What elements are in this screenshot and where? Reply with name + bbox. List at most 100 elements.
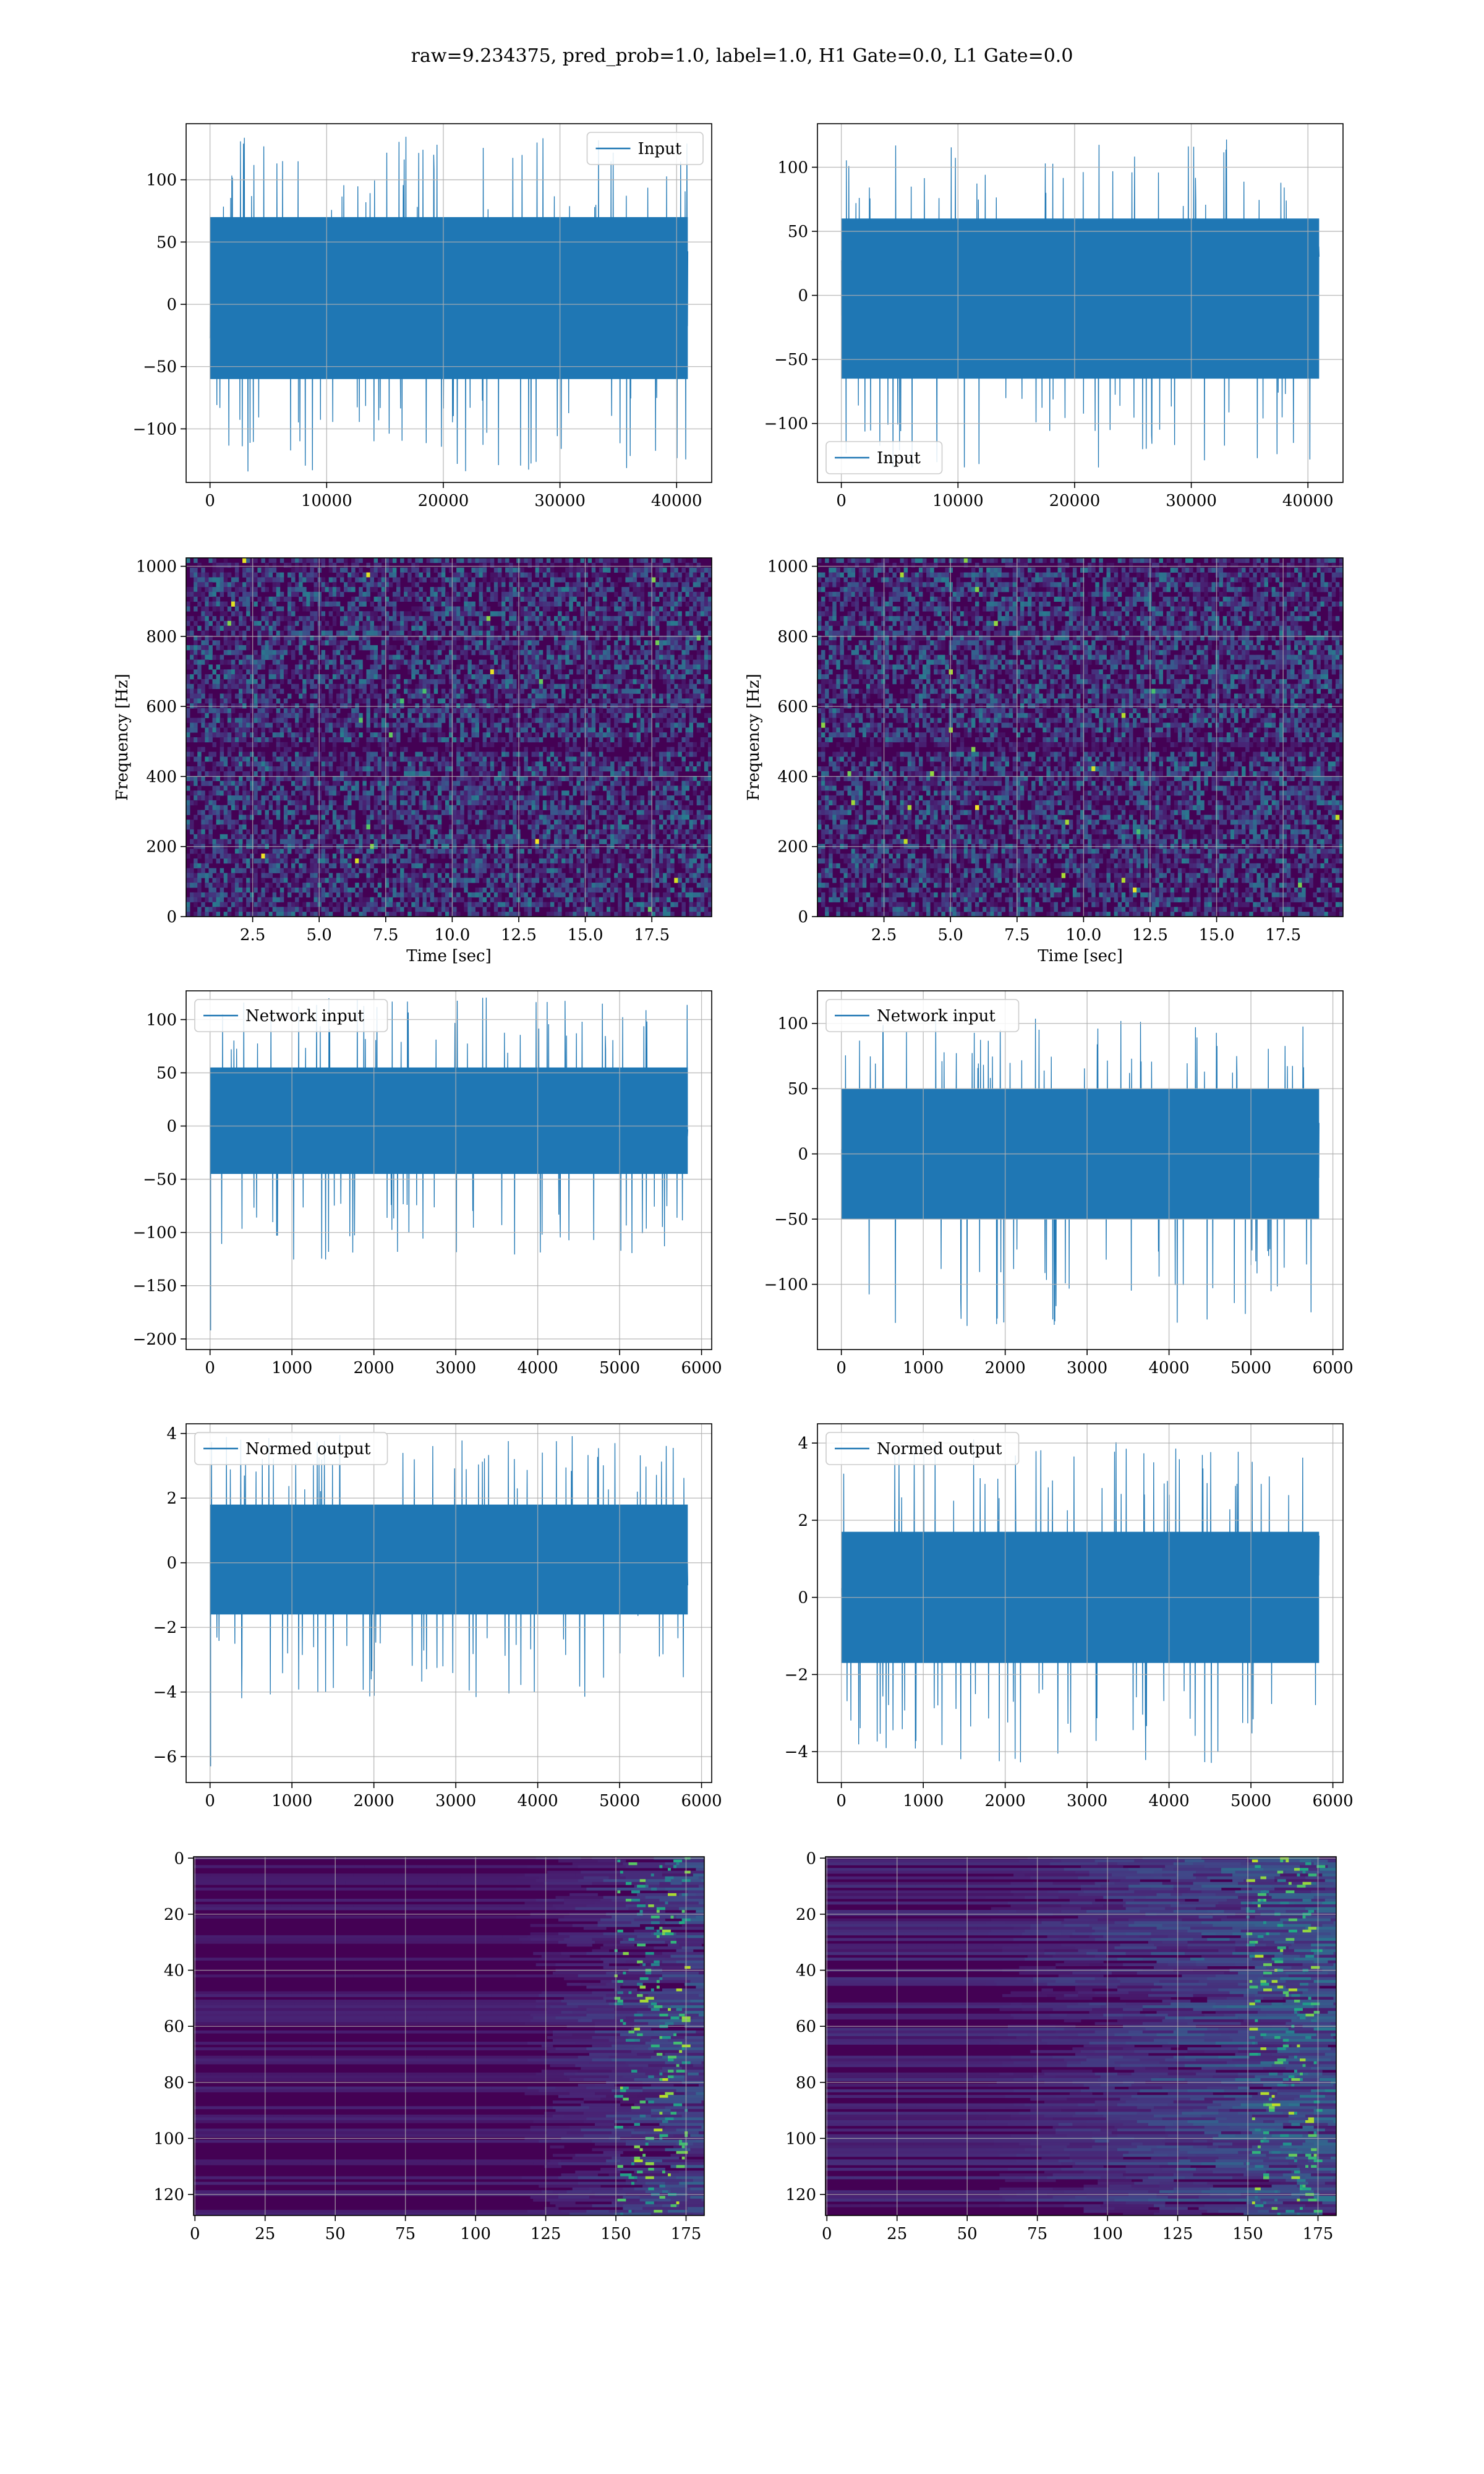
- h1-normed-output-xtick-label-5: 5000: [599, 1792, 640, 1810]
- l1-network-input-panel: 0 1000 2000 3000 4000 5000 6000 −100 −50 0 50 100 Ne…: [764, 990, 1354, 1377]
- h1-input-ytick-label-2: 0: [166, 296, 177, 314]
- h1-normed-output-legend-label: Normed output: [245, 1440, 371, 1458]
- h1-spectrogram-axes-frame: [186, 557, 712, 917]
- l1-spectrogram-xtick-label-0: 2.5: [871, 926, 897, 944]
- l1-network-input-axes-frame: [817, 990, 1344, 1350]
- l1-normed-output-ytick-label-0: −4: [785, 1743, 808, 1761]
- l1-feature-map-heatmap: [825, 1857, 1336, 2215]
- l1-network-input-ytick-label-2: 0: [798, 1145, 808, 1164]
- l1-feature-map-ytick-label-0: 0: [806, 1849, 816, 1868]
- l1-feature-map-xtick-label-7: 175: [1303, 2225, 1334, 2243]
- l1-spectrogram-xtick-label-2: 7.5: [1004, 926, 1030, 944]
- l1-input-ytick-label-2: 0: [798, 287, 808, 306]
- h1-normed-output-ytick-label-3: 0: [166, 1554, 177, 1573]
- h1-input-xtick-label-2: 20000: [418, 492, 469, 510]
- h1-network-input-ytick-label-2: −100: [133, 1224, 177, 1243]
- l1-feature-map-xtick-label-3: 75: [1027, 2225, 1047, 2243]
- l1-input-xtick-label-3: 30000: [1166, 492, 1217, 510]
- h1-input-panel: 0 10000 20000 30000 40000 −100 −50 0 50 100 Input: [133, 123, 712, 510]
- l1-spectrogram-ytick-label-1: 200: [777, 838, 808, 857]
- h1-normed-output-xtick-label-2: 2000: [354, 1792, 394, 1810]
- h1-feature-map-ytick-label-3: 60: [164, 2018, 184, 2036]
- l1-normed-output-legend: Normed output: [825, 1432, 1020, 1465]
- h1-network-input-legend: Network input: [194, 999, 388, 1032]
- h1-spectrogram-ytick-label-5: 1000: [136, 558, 177, 576]
- l1-spectrogram-xtick-label-1: 5.0: [938, 926, 963, 944]
- h1-feature-map-xtick-label-2: 50: [325, 2225, 346, 2243]
- h1-spectrogram-xtick-label-5: 15.0: [568, 926, 603, 944]
- l1-normed-output-xtick-label-2: 2000: [985, 1792, 1026, 1810]
- h1-feature-map-ytick-label-2: 40: [164, 1962, 184, 1980]
- l1-input-xtick-label-0: 0: [836, 492, 846, 510]
- l1-normed-output-ytick-label-1: −2: [785, 1666, 808, 1684]
- l1-input-panel: 0 10000 20000 30000 40000 −100 −50 0 50 100 Input: [764, 123, 1344, 510]
- h1-network-input-xtick-label-1: 1000: [271, 1359, 312, 1377]
- h1-spectrogram-ytick-label-3: 600: [146, 698, 177, 716]
- h1-network-input-legend-box: [194, 999, 388, 1032]
- h1-spectrogram-xtick-label-3: 10.0: [434, 926, 470, 944]
- h1-spectrogram-xlabel: Time [sec]: [406, 947, 492, 965]
- l1-spectrogram-heatmap: [817, 558, 1343, 917]
- h1-spectrogram-heatmap: [186, 558, 712, 917]
- l1-network-input-xtick-label-1: 1000: [903, 1359, 944, 1377]
- h1-normed-output-xtick-label-4: 4000: [518, 1792, 558, 1810]
- h1-feature-map-ytick-label-1: 20: [164, 1906, 184, 1924]
- h1-spectrogram-xtick-label-1: 5.0: [307, 926, 332, 944]
- h1-feature-map-heatmap: [194, 1857, 704, 2215]
- h1-feature-map-xtick-label-6: 150: [600, 2225, 631, 2243]
- l1-spectrogram-ylabel: Frequency [Hz]: [744, 674, 763, 801]
- h1-normed-output-legend-box: [194, 1432, 388, 1465]
- h1-input-xtick-label-0: 0: [205, 492, 215, 510]
- h1-input-xtick-label-3: 30000: [534, 492, 586, 510]
- h1-network-input-xtick-label-5: 5000: [599, 1359, 640, 1377]
- l1-network-input-ytick-label-3: 50: [788, 1080, 808, 1098]
- h1-network-input-xtick-label-2: 2000: [354, 1359, 394, 1377]
- h1-spectrogram-xtick-label-0: 2.5: [240, 926, 265, 944]
- h1-feature-map-ytick-label-0: 0: [174, 1849, 184, 1868]
- l1-normed-output-xtick-label-3: 3000: [1067, 1792, 1107, 1810]
- h1-spectrogram-ylabel: Frequency [Hz]: [113, 674, 132, 801]
- l1-spectrogram-xtick-label-4: 12.5: [1132, 926, 1168, 944]
- l1-normed-output-xtick-label-5: 5000: [1230, 1792, 1271, 1810]
- l1-feature-map-ytick-label-2: 40: [796, 1962, 816, 1980]
- l1-feature-map-axes-frame: [825, 1856, 1337, 2216]
- l1-normed-output-xtick-label-6: 6000: [1312, 1792, 1353, 1810]
- l1-spectrogram-panel: 2.5 5.0 7.5 10.0 12.5 15.0 17.5 0 200 400 600 800 10…: [744, 557, 1344, 965]
- l1-spectrogram-ytick-label-2: 400: [777, 768, 808, 786]
- l1-spectrogram-xtick-label-3: 10.0: [1065, 926, 1101, 944]
- l1-normed-output-xtick-label-0: 0: [836, 1792, 846, 1810]
- h1-normed-output-ytick-label-2: −2: [153, 1619, 177, 1637]
- l1-feature-map-ytick-label-1: 20: [796, 1906, 816, 1924]
- l1-normed-output-axes-frame: [817, 1423, 1344, 1783]
- h1-network-input-xtick-label-0: 0: [205, 1359, 215, 1377]
- h1-feature-map-panel: 0 25 50 75 100 125 150 175 0 20 40 60 80 100 120: [153, 1849, 705, 2243]
- h1-feature-map-xtick-label-5: 125: [531, 2225, 561, 2243]
- l1-input-ytick-label-4: 100: [777, 158, 808, 177]
- h1-spectrogram-ytick-label-1: 200: [146, 838, 177, 857]
- l1-spectrogram-axes-frame: [817, 557, 1344, 917]
- h1-normed-output-panel: 0 1000 2000 3000 4000 5000 6000 −6 −4 −2 0 2 4 Normed…: [153, 1423, 722, 1810]
- l1-normed-output-legend-box: [825, 1432, 1020, 1465]
- l1-network-input-xtick-label-2: 2000: [985, 1359, 1026, 1377]
- h1-network-input-axes-frame: [186, 990, 712, 1350]
- h1-normed-output-xtick-label-3: 3000: [435, 1792, 476, 1810]
- l1-input-xtick-label-2: 20000: [1049, 492, 1101, 510]
- h1-network-input-ytick-label-3: −50: [143, 1171, 177, 1189]
- h1-feature-map-ytick-label-6: 120: [153, 2186, 184, 2204]
- l1-spectrogram-ytick-label-0: 0: [798, 908, 808, 927]
- l1-feature-map-xtick-label-6: 150: [1232, 2225, 1263, 2243]
- l1-input-legend: Input: [825, 441, 943, 474]
- l1-feature-map-panel: 0 25 50 75 100 125 150 175 0 20 40 60 80 100 120: [785, 1849, 1337, 2243]
- h1-spectrogram-ytick-label-4: 800: [146, 628, 177, 646]
- l1-feature-map-ytick-label-4: 80: [796, 2074, 816, 2092]
- h1-network-input-ytick-label-5: 50: [156, 1064, 177, 1083]
- h1-input-ytick-label-4: 100: [146, 171, 177, 190]
- l1-spectrogram-xlabel: Time [sec]: [1038, 947, 1123, 965]
- h1-network-input-xtick-label-4: 4000: [518, 1359, 558, 1377]
- l1-input-xtick-label-4: 40000: [1282, 492, 1334, 510]
- h1-network-input-panel: 0 1000 2000 3000 4000 5000 6000−200−150−100−50…: [133, 990, 722, 1377]
- h1-network-input-ytick-label-6: 100: [146, 1011, 177, 1029]
- h1-input-axes-frame: [186, 123, 712, 483]
- l1-spectrogram-ytick-label-3: 600: [777, 698, 808, 716]
- l1-network-input-legend: Network input: [825, 999, 1020, 1032]
